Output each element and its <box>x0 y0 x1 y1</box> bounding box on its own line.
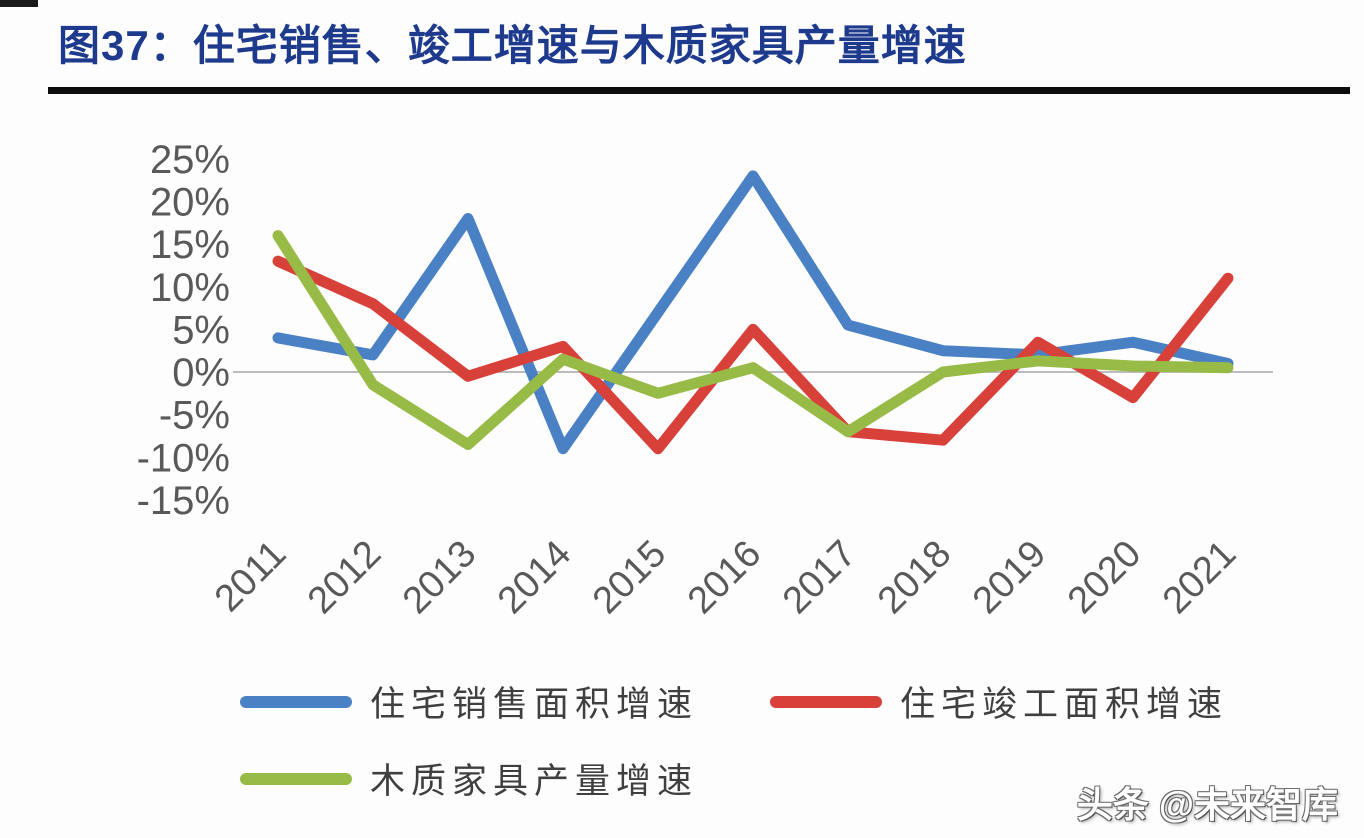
legend-item-residential-sales-growth: 住宅销售面积增速 <box>240 676 698 727</box>
y-axis-tick-label: 20% <box>150 181 230 225</box>
y-axis-tick-label: 5% <box>172 308 230 352</box>
legend-swatch-residential-completion-growth <box>770 695 883 708</box>
wooden-furniture-output-growth-line <box>272 230 1234 450</box>
y-axis-tick-label: 0% <box>172 351 230 395</box>
screenshot-corner-artifact <box>0 0 38 7</box>
y-axis-tick-label: 10% <box>150 266 230 310</box>
y-axis-tick-label: -5% <box>159 394 230 438</box>
y-axis-tick-label: 15% <box>150 223 230 267</box>
y-axis-tick-label: 25% <box>150 138 230 182</box>
y-axis-tick-label: -10% <box>137 436 230 480</box>
x-axis-tick-label: 2016 <box>680 533 769 622</box>
x-axis-tick-label: 2020 <box>1060 533 1149 622</box>
x-axis-tick-label: 2019 <box>965 533 1054 622</box>
x-axis-tick-label: 2018 <box>870 533 959 622</box>
x-axis-tick-label: 2011 <box>207 533 294 620</box>
x-axis-tick-label: 2015 <box>585 533 674 622</box>
legend-label: 住宅销售面积增速 <box>370 685 699 724</box>
legend-item-wooden-furniture-output-growth: 木质家具产量增速 <box>240 753 698 804</box>
x-axis-tick-label: 2013 <box>395 533 484 622</box>
legend-label: 木质家具产量增速 <box>370 762 699 801</box>
title-underline-rule <box>48 87 1350 94</box>
y-axis-tick-label: -15% <box>137 479 230 523</box>
x-axis-tick-label: 2014 <box>490 533 579 622</box>
x-axis-tick-label: 2021 <box>1155 533 1244 622</box>
legend-swatch-wooden-furniture-output-growth <box>240 772 352 785</box>
x-axis-tick-label: 2012 <box>300 533 389 622</box>
legend-swatch-residential-sales-growth <box>240 695 352 708</box>
x-axis-tick-label: 2017 <box>775 533 864 622</box>
legend-row: 木质家具产量增速 <box>240 753 1300 804</box>
residential-sales-growth-line <box>272 170 1234 455</box>
legend-row: 住宅销售面积增速 住宅竣工面积增速 <box>240 676 1300 727</box>
chart-legend: 住宅销售面积增速 住宅竣工面积增速木质家具产量增速 <box>240 676 1300 830</box>
legend-item-residential-completion-growth: 住宅竣工面积增速 <box>770 676 1228 727</box>
figure-title: 图37：住宅销售、竣工增速与木质家具产量增速 <box>58 22 967 69</box>
watermark: 头条 @未来智库 <box>1076 784 1338 825</box>
legend-label: 住宅竣工面积增速 <box>900 685 1229 724</box>
